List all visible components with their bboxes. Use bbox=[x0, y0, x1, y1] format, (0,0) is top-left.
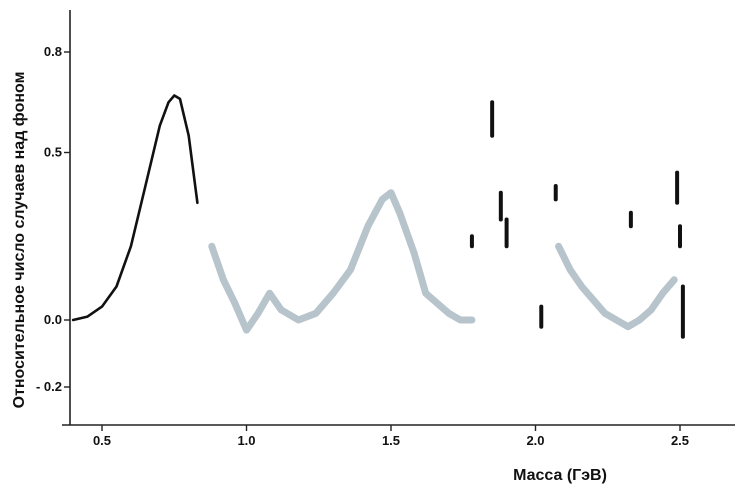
x-tick-label: 1.0 bbox=[237, 433, 255, 448]
series-line-3 bbox=[555, 242, 678, 331]
x-tick-label: 2.0 bbox=[526, 433, 544, 448]
x-axis-title: Масса (ГэВ) bbox=[513, 467, 607, 484]
y-tick-label: 0.0 bbox=[44, 312, 62, 327]
x-tick-label: 2.5 bbox=[671, 433, 689, 448]
y-axis-title: Относительное число случаев над фоном bbox=[11, 72, 28, 409]
y-ticks: 0.8 0.5 0.0 - 0.2 bbox=[36, 44, 70, 394]
series-line-1 bbox=[71, 94, 199, 322]
x-tick-label: 0.5 bbox=[93, 433, 111, 448]
x-tick-label: 1.5 bbox=[382, 433, 400, 448]
axes bbox=[62, 10, 735, 426]
plot-area bbox=[71, 94, 685, 339]
y-tick-label: 0.8 bbox=[44, 44, 62, 59]
series-line-2 bbox=[208, 189, 476, 334]
y-tick-label: - 0.2 bbox=[36, 379, 62, 394]
y-tick-label: 0.5 bbox=[44, 145, 62, 160]
x-ticks: 0.5 1.0 1.5 2.0 2.5 bbox=[93, 425, 689, 448]
